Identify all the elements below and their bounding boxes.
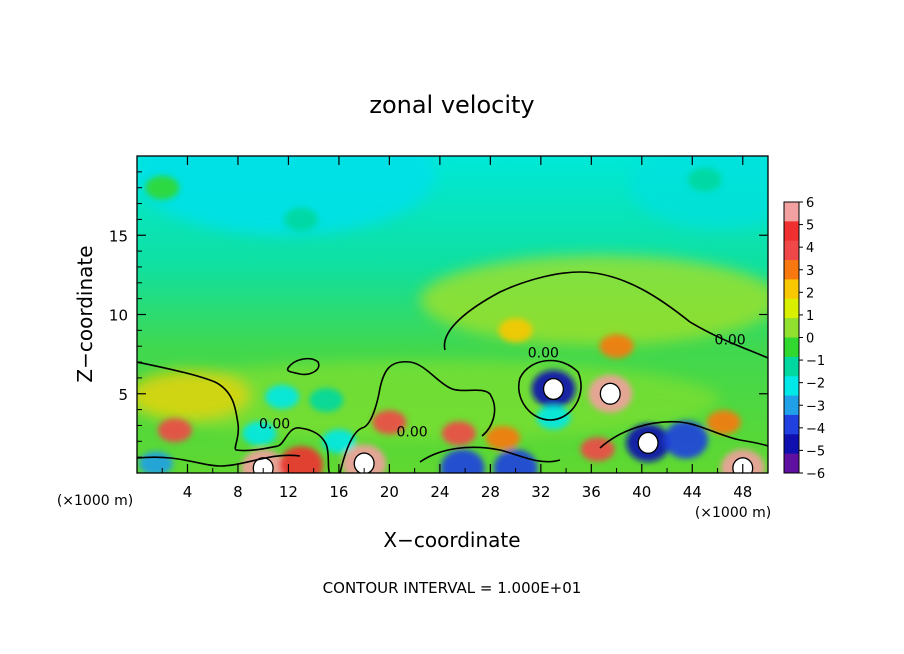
colorbar-swatch	[784, 453, 799, 474]
colorbar-swatch	[784, 376, 799, 397]
extreme-core-4	[353, 452, 375, 473]
colorbar-label: 4	[806, 241, 814, 256]
field-feature-19	[536, 405, 571, 430]
contour-label-1: 0.00	[397, 425, 428, 441]
colorbar-swatch	[784, 221, 799, 242]
contour-label-0: 0.00	[259, 417, 290, 433]
colorbar-swatch	[784, 279, 799, 300]
colorbar-swatch	[784, 240, 799, 261]
field-feature-15	[242, 421, 277, 446]
colorbar-label: 2	[806, 286, 814, 301]
plot-area: 0.00 0.00 0.00 0.00	[137, 156, 768, 473]
x-tick-label: 12	[279, 483, 298, 501]
field-feature-5	[279, 446, 324, 473]
colorbar-swatch	[784, 337, 799, 358]
x-unit-left: (×1000 m)	[57, 493, 133, 509]
colorbar-label: −2	[806, 377, 825, 392]
contour-label-3: 0.00	[715, 333, 746, 349]
colorbar-swatch	[784, 318, 799, 338]
colorbar-swatch	[784, 202, 799, 222]
field-feature-22	[599, 334, 634, 359]
colorbar-label: −5	[806, 444, 825, 459]
y-tick-label: 15	[109, 227, 128, 245]
colorbar-label: 5	[806, 219, 814, 234]
y-axis-ticks: 5 10 15	[109, 171, 768, 458]
field-feature-9	[663, 420, 708, 459]
field-feature-6	[493, 449, 538, 473]
field-feature-12	[441, 421, 476, 446]
field-feature-11	[157, 418, 192, 443]
contour-label-2: 0.00	[528, 345, 559, 361]
x-tick-label: 20	[380, 483, 399, 501]
extreme-core-8	[637, 431, 659, 454]
extreme-core-1	[599, 382, 621, 405]
field-feature-26	[145, 175, 180, 200]
colorbar: 6 5 4 3 2 1 0 −1 −2 −3 −4 −5 −6	[783, 196, 825, 482]
colorbar-label: −3	[806, 399, 825, 414]
y-axis-label: Z−coordinate	[73, 245, 97, 382]
field-feature-21	[138, 451, 173, 473]
colorbar-label: 1	[806, 309, 814, 324]
colorbar-label: −6	[806, 467, 825, 482]
x-axis-label: X−coordinate	[383, 528, 520, 552]
colorbar-swatch	[784, 260, 799, 280]
colorbar-label: 0	[806, 332, 814, 347]
colorbar-label: 6	[806, 196, 814, 211]
x-tick-label: 48	[733, 483, 752, 501]
colorbar-swatch	[784, 434, 799, 455]
y-tick-label: 10	[109, 307, 128, 325]
x-unit-right: (×1000 m)	[695, 505, 771, 521]
field-feature-17	[265, 384, 300, 409]
x-tick-label: 32	[531, 483, 550, 501]
x-tick-label: 28	[481, 483, 500, 501]
zero-contour	[137, 271, 768, 473]
x-tick-label: 36	[582, 483, 601, 501]
x-tick-label: 44	[683, 483, 702, 501]
y-tick-label: 5	[118, 386, 128, 404]
colorbar-label: −1	[806, 354, 825, 369]
colorbar-swatch	[784, 395, 799, 416]
contour-interval-note: CONTOUR INTERVAL = 1.000E+01	[323, 579, 582, 597]
x-tick-label: 4	[183, 483, 193, 501]
extreme-core-0	[542, 377, 565, 401]
field-feature-14	[485, 426, 520, 451]
field-feature-23	[498, 318, 533, 343]
x-axis-ticks: 4 8 12 16 20 24 28 32 36 40 44 48	[161, 156, 752, 501]
x-tick-label: 8	[233, 483, 243, 501]
zero-contour-low	[137, 420, 768, 467]
x-tick-label: 16	[329, 483, 348, 501]
field-feature-18	[309, 388, 344, 413]
x-tick-label: 40	[632, 483, 651, 501]
field-feature-13	[372, 410, 407, 435]
field-feature-20	[706, 410, 741, 435]
zero-contour-vortex	[517, 359, 582, 421]
field-feature-25	[687, 167, 722, 192]
colorbar-swatch	[784, 414, 799, 435]
colorbar-swatch	[784, 356, 799, 377]
x-tick-label: 24	[430, 483, 449, 501]
colorbar-label: 3	[806, 264, 814, 279]
colorbar-label: −4	[806, 422, 825, 437]
colorbar-swatch	[784, 298, 799, 319]
zero-contour-island	[286, 357, 320, 376]
chart-title: zonal velocity	[369, 91, 534, 119]
field-feature-24	[284, 207, 319, 232]
field-feature-7	[440, 449, 485, 473]
